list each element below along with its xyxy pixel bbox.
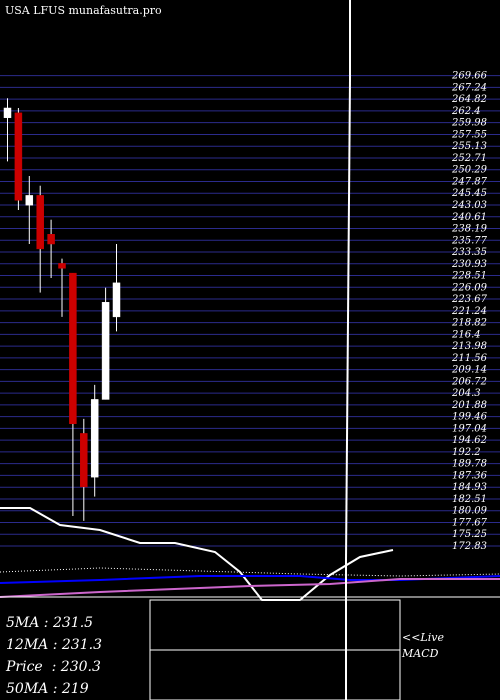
y-tick-label: 267.24 — [451, 82, 487, 93]
y-tick-label: 172.83 — [452, 541, 487, 552]
ma-row-price: Price : 230.3 — [6, 659, 101, 675]
y-tick-label: 223.67 — [451, 294, 488, 305]
candle-body-down — [69, 272, 77, 424]
ma-white-line — [0, 507, 394, 601]
y-tick-label: 192.2 — [452, 447, 481, 458]
candle-body-up — [3, 107, 12, 118]
y-tick-label: 199.46 — [452, 412, 488, 423]
candle-body-up — [25, 195, 34, 206]
y-tick-label: 213.98 — [451, 341, 487, 352]
y-tick-label: 187.36 — [452, 470, 488, 481]
y-tick-label: 257.55 — [451, 129, 487, 140]
candles — [3, 98, 121, 521]
y-tick-label: 262.4 — [451, 106, 481, 117]
live-label: <<Live — [402, 631, 444, 644]
candle-body-up — [112, 282, 121, 318]
y-tick-label: 255.13 — [451, 141, 487, 152]
ma-row-12: 12MA : 231.3 — [6, 637, 102, 653]
y-tick-label: 197.04 — [452, 423, 487, 434]
y-tick-label: 221.24 — [451, 306, 487, 317]
y-tick-label: 204.3 — [451, 388, 481, 399]
candle-body-down — [14, 112, 23, 201]
y-tick-label: 240.61 — [451, 212, 487, 223]
y-tick-label: 269.66 — [451, 71, 488, 82]
y-tick-label: 189.78 — [452, 459, 487, 470]
y-tick-label: 264.82 — [451, 94, 487, 105]
candle-body-down — [80, 433, 88, 488]
macd-label: MACD — [402, 647, 439, 660]
live-panel: <<Live MACD — [402, 630, 444, 662]
grid — [0, 75, 500, 547]
y-tick-label: 233.35 — [451, 247, 487, 258]
candle-body-down — [58, 263, 66, 269]
y-tick-label: 182.51 — [452, 494, 487, 505]
y-tick-label: 226.09 — [451, 282, 488, 293]
candle-body-down — [47, 234, 55, 245]
chart-title: USA LFUS munafasutra.pro — [5, 4, 162, 17]
candle-body-down — [36, 195, 44, 250]
price-cursor-vertical — [345, 79, 351, 561]
ma-magenta-line — [0, 578, 500, 598]
y-tick-label: 228.51 — [451, 271, 487, 282]
candle-body-up — [101, 302, 110, 400]
y-tick-label: 259.98 — [451, 118, 487, 129]
y-tick-label: 252.71 — [451, 153, 487, 164]
y-tick-label: 243.03 — [451, 200, 487, 211]
y-tick-label: 209.14 — [451, 365, 487, 376]
y-tick-label: 184.93 — [452, 482, 487, 493]
y-tick-label: 218.82 — [451, 318, 487, 329]
y-tick-label: 247.87 — [451, 176, 488, 187]
y-tick-label: 238.19 — [451, 224, 488, 235]
y-tick-label: 194.62 — [452, 435, 487, 446]
y-axis-labels: 269.66267.24264.82262.4259.98257.55255.1… — [451, 71, 488, 552]
y-tick-label: 177.67 — [452, 517, 488, 528]
y-tick-label: 180.09 — [452, 506, 488, 517]
ma-dotted-line — [0, 567, 500, 577]
moving-average-panel: 5MA : 231.5 12MA : 231.3 Price : 230.3 5… — [6, 612, 102, 700]
y-tick-label: 245.45 — [451, 188, 487, 199]
ma-row-5: 5MA : 231.5 — [6, 615, 94, 631]
y-tick-label: 235.77 — [451, 235, 488, 246]
y-tick-label: 216.4 — [451, 329, 481, 340]
y-tick-label: 250.29 — [451, 165, 488, 176]
y-tick-label: 175.25 — [452, 529, 487, 540]
candle-body-up — [90, 399, 99, 478]
y-tick-label: 230.93 — [451, 259, 487, 270]
y-tick-label: 206.72 — [451, 376, 487, 387]
ma-row-50: 50MA : 219 — [6, 681, 89, 697]
y-tick-label: 211.56 — [451, 353, 488, 364]
y-tick-label: 201.88 — [451, 400, 487, 411]
